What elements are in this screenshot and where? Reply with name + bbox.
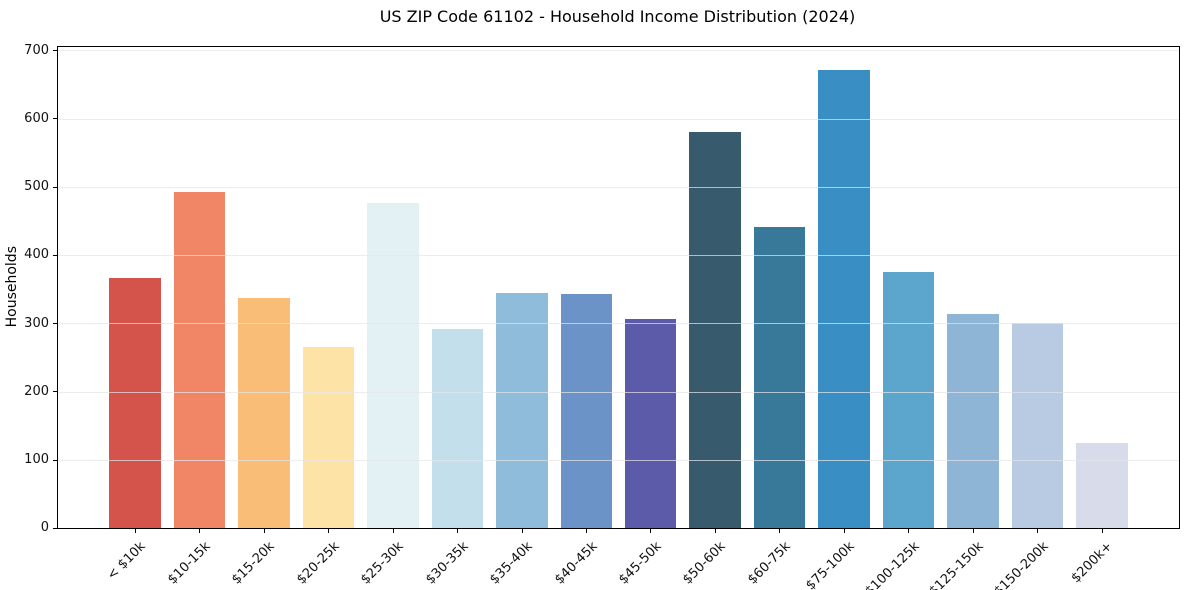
bar (753, 227, 806, 528)
bar (689, 132, 741, 528)
x-tick-mark (586, 529, 587, 534)
bar (173, 192, 226, 528)
x-tick-mark (908, 529, 910, 534)
x-tick-label: $75-100k (803, 539, 858, 590)
y-tick-label: 400 (24, 247, 49, 263)
x-tick-mark (972, 529, 974, 534)
y-tick-mark (53, 118, 57, 120)
y-tick-label: 600 (24, 110, 49, 126)
x-tick-label: $40-45k (551, 539, 601, 588)
x-tick-mark (392, 529, 394, 534)
y-tick-label: 500 (24, 179, 49, 195)
gridline (58, 323, 1179, 325)
bar (560, 294, 613, 528)
x-tick-mark (134, 529, 136, 534)
x-tick-mark (263, 529, 265, 534)
x-tick-label: $60-75k (745, 539, 794, 588)
bar (1011, 322, 1064, 528)
chart-title: US ZIP Code 61102 - Household Income Dis… (379, 7, 856, 26)
x-tick-mark (779, 529, 781, 534)
bar (882, 272, 935, 528)
bar (496, 292, 548, 528)
y-tick-mark (53, 254, 57, 256)
bar (367, 202, 419, 528)
y-tick-mark (53, 50, 57, 52)
y-tick-label: 200 (24, 383, 49, 399)
gridline (58, 118, 1179, 120)
plot-area (57, 46, 1180, 529)
x-tick-label: $125-150k (926, 539, 987, 590)
y-tick-label: 300 (24, 315, 49, 331)
y-tick-mark (53, 459, 57, 461)
x-tick-label: $150-200k (991, 539, 1052, 590)
bar (238, 298, 290, 528)
gridline (58, 255, 1179, 257)
y-tick-mark (53, 323, 57, 324)
y-tick-mark (53, 527, 57, 529)
y-tick-label: 0 (40, 520, 49, 536)
x-tick-label: $25-30k (358, 539, 407, 588)
bar (818, 69, 870, 528)
bar (431, 328, 484, 528)
y-tick-mark (53, 391, 57, 393)
x-tick-mark (328, 529, 329, 534)
gridline (58, 186, 1179, 188)
x-tick-label: < $10k (104, 539, 149, 584)
x-tick-label: $20-25k (293, 539, 343, 588)
y-tick-mark (53, 186, 57, 188)
x-tick-mark (457, 529, 458, 534)
x-tick-mark (843, 529, 845, 534)
x-tick-label: $35-40k (487, 539, 536, 588)
gridline (58, 391, 1179, 393)
x-tick-mark (1101, 529, 1103, 534)
x-tick-mark (1037, 529, 1039, 534)
x-tick-label: $50-60k (680, 539, 729, 588)
y-tick-label: 100 (24, 452, 49, 467)
x-tick-label: $45-50k (616, 539, 665, 588)
bar (109, 277, 161, 528)
gridline (58, 459, 1179, 461)
gridline (58, 50, 1179, 52)
y-tick-label: 700 (24, 42, 49, 58)
x-tick-mark (199, 529, 200, 534)
bar (947, 313, 999, 528)
x-tick-mark (650, 529, 652, 534)
x-tick-label: $30-35k (422, 539, 472, 588)
bar (1076, 442, 1128, 528)
bar (624, 318, 677, 528)
x-tick-label: $200k+ (1068, 539, 1116, 587)
x-tick-mark (521, 529, 523, 534)
x-tick-label: $100-125k (862, 539, 923, 590)
bar (302, 346, 355, 528)
x-tick-label: $15-20k (229, 539, 278, 588)
x-tick-label: $10-15k (164, 539, 214, 588)
x-tick-mark (714, 529, 716, 534)
